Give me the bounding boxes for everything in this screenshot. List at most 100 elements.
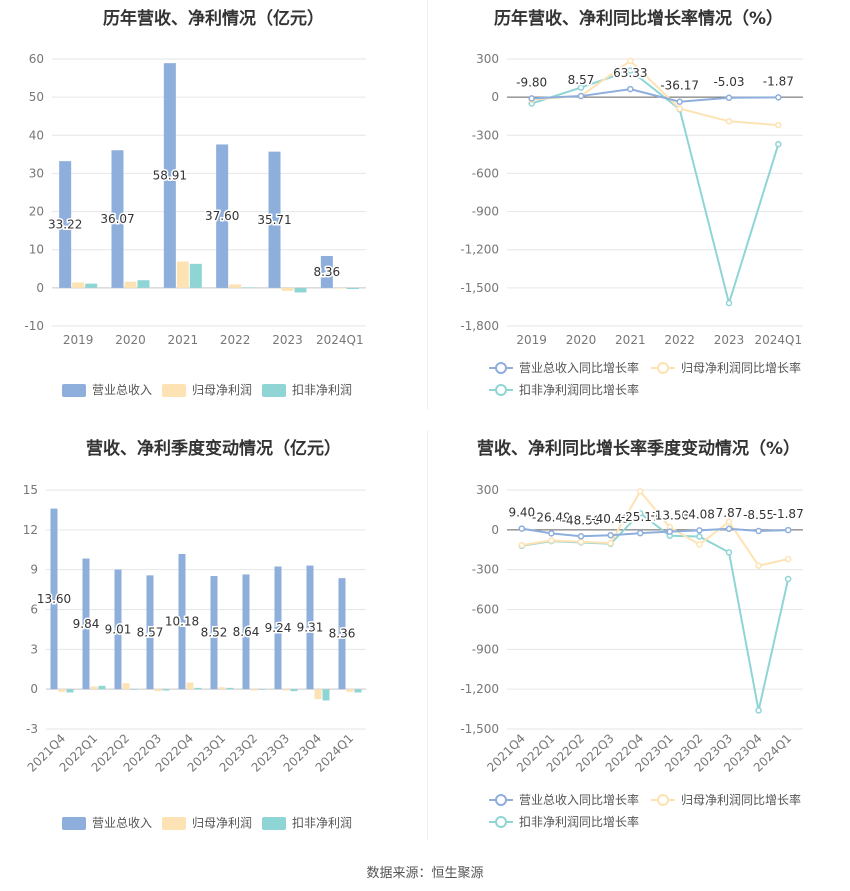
series-point-2 — [696, 541, 703, 548]
data-label-revenue-growth: -9.80 — [516, 75, 547, 89]
bar-1-2023 — [268, 151, 281, 288]
legend-marker-3 — [495, 816, 507, 828]
legend-item-2: 归母净利润 — [162, 383, 252, 397]
y-tick-label: -900 — [472, 642, 499, 656]
y-tick-label: -900 — [472, 205, 499, 219]
x-tick-label: 2022 — [220, 333, 251, 347]
y-tick-label: -10 — [24, 319, 44, 333]
bar-2-2024Q1 — [346, 689, 354, 692]
bar-1-2024Q1 — [320, 255, 333, 288]
legend-label-2: 归母净利润同比增长率 — [681, 792, 801, 807]
legend-label-2: 归母净利润同比增长率 — [681, 360, 801, 375]
quarterly-values-title: 营收、净利季度变动情况（亿元） — [86, 439, 341, 459]
y-tick-label: 0 — [36, 281, 44, 295]
data-label-revenue-growth: -5.03 — [713, 75, 744, 89]
y-tick-label: -1,500 — [460, 281, 499, 295]
bar-3-2023Q1 — [226, 687, 234, 690]
legend-item-2: 归母净利润 — [162, 816, 252, 830]
series-point-1 — [676, 98, 683, 105]
legend-label-3: 扣非净利润 — [292, 816, 352, 830]
series-point-1 — [775, 94, 782, 101]
legend-item-1: 营业总收入同比增长率 — [489, 360, 639, 375]
bar-3-2022Q3 — [162, 689, 170, 691]
bar-2-2022Q2 — [122, 683, 130, 690]
bar-2-2023Q2 — [250, 689, 258, 691]
legend-item-3: 扣非净利润 — [262, 383, 352, 397]
quarterly-growth-panel: 营收、净利同比增长率季度变动情况（%） -1,500 -1,200 -900 -600… — [427, 430, 850, 850]
data-label-revenue: 37.60 — [205, 209, 239, 223]
series-point-2 — [518, 541, 526, 549]
data-label-revenue-growth: -25.17 — [621, 510, 660, 524]
bar-1-2022Q4 — [178, 553, 186, 690]
data-label-revenue: 8.36 — [313, 265, 340, 279]
series-point-3 — [775, 140, 782, 148]
series-point-1 — [725, 94, 733, 102]
series-point-2 — [607, 539, 614, 547]
bar-3-2023Q3 — [290, 689, 298, 692]
data-label-revenue: 10.18 — [165, 615, 199, 629]
legend-label-3: 扣非净利润同比增长率 — [519, 382, 639, 397]
bar-2-2023Q3 — [282, 689, 290, 691]
data-label-revenue-growth: -26.49 — [532, 510, 571, 524]
legend-swatch-2 — [162, 817, 186, 830]
quarterly-growth-chart: -1,500-1,200-900-600-30003002021Q42022Q1… — [460, 483, 805, 829]
series-line-3 — [521, 511, 790, 711]
x-tick-label: 2019 — [516, 333, 547, 347]
annual-values-panel: 历年营收、净利情况（亿元） -10 0 10 20 30 40 50 60 2019 2020 20… — [0, 0, 427, 420]
legend-swatch-1 — [62, 817, 86, 830]
y-tick-label: 15 — [23, 483, 38, 497]
legend-label-2: 归母净利润 — [192, 383, 252, 397]
data-label-revenue: 36.07 — [100, 212, 134, 226]
x-tick-label: 2024Q1 — [316, 333, 364, 347]
data-label-revenue: 58.91 — [153, 169, 187, 183]
bar-1-2021 — [163, 63, 176, 288]
data-label-revenue-growth: -1.87 — [763, 74, 794, 88]
bar-3-2021Q4 — [66, 689, 74, 693]
bar-3-2022Q1 — [98, 685, 106, 690]
y-tick-label: 3 — [30, 642, 38, 656]
y-tick-label: -1,200 — [460, 243, 499, 257]
bar-2-2022Q3 — [154, 689, 162, 692]
series-point-1 — [725, 525, 733, 533]
y-tick-label: 30 — [29, 166, 44, 180]
bar-3-2024Q1 — [354, 689, 362, 693]
legend-label-1: 营业总收入同比增长率 — [519, 360, 639, 375]
legend-label-1: 营业总收入 — [92, 816, 152, 830]
bar-2-2024Q1 — [333, 287, 346, 289]
bar-1-2023Q4 — [306, 565, 314, 690]
annual-values-title: 历年营收、净利情况（亿元） — [103, 9, 324, 29]
data-label-revenue-growth: 9.40 — [508, 506, 535, 520]
data-label-revenue-growth: -40.49 — [591, 512, 630, 526]
bar-1-2022Q1 — [82, 558, 90, 690]
y-tick-label: -1,800 — [460, 319, 499, 333]
legend-marker-2 — [657, 362, 669, 374]
series-point-1 — [577, 533, 585, 540]
data-label-revenue: 13.60 — [37, 592, 71, 606]
legend-swatch-3 — [262, 384, 286, 397]
data-label-revenue: 8.64 — [233, 625, 260, 639]
legend-label-3: 扣非净利润同比增长率 — [519, 814, 639, 829]
y-tick-label: 10 — [29, 243, 44, 257]
legend-label-1: 营业总收入 — [92, 383, 152, 397]
data-label-revenue: 9.24 — [265, 621, 292, 635]
bar-3-2020 — [137, 280, 150, 288]
series-point-2 — [725, 518, 733, 526]
quarterly-values-panel: 营收、净利季度变动情况（亿元） -3 0 3 6 9 12 15 2021Q4 2022Q1 20… — [0, 430, 427, 850]
y-tick-label: 50 — [29, 90, 44, 104]
series-line-2 — [521, 489, 789, 567]
series-point-1 — [548, 530, 555, 537]
series-point-3 — [755, 707, 762, 714]
data-label-revenue-growth: -13.50 — [650, 509, 689, 523]
bar-2-2020 — [124, 281, 137, 288]
series-point-3 — [636, 509, 644, 517]
bar-1-2022Q3 — [146, 575, 154, 690]
bar-1-2022Q2 — [114, 569, 122, 690]
bar-2-2022Q4 — [186, 682, 194, 690]
bar-2-2023Q4 — [314, 689, 322, 700]
y-tick-label: 0 — [491, 523, 499, 537]
bar-2-2022Q1 — [90, 686, 98, 690]
y-tick-label: -300 — [472, 563, 499, 577]
bar-3-2019 — [85, 283, 98, 288]
series-point-3 — [725, 549, 733, 556]
legend-marker-1 — [495, 362, 507, 374]
